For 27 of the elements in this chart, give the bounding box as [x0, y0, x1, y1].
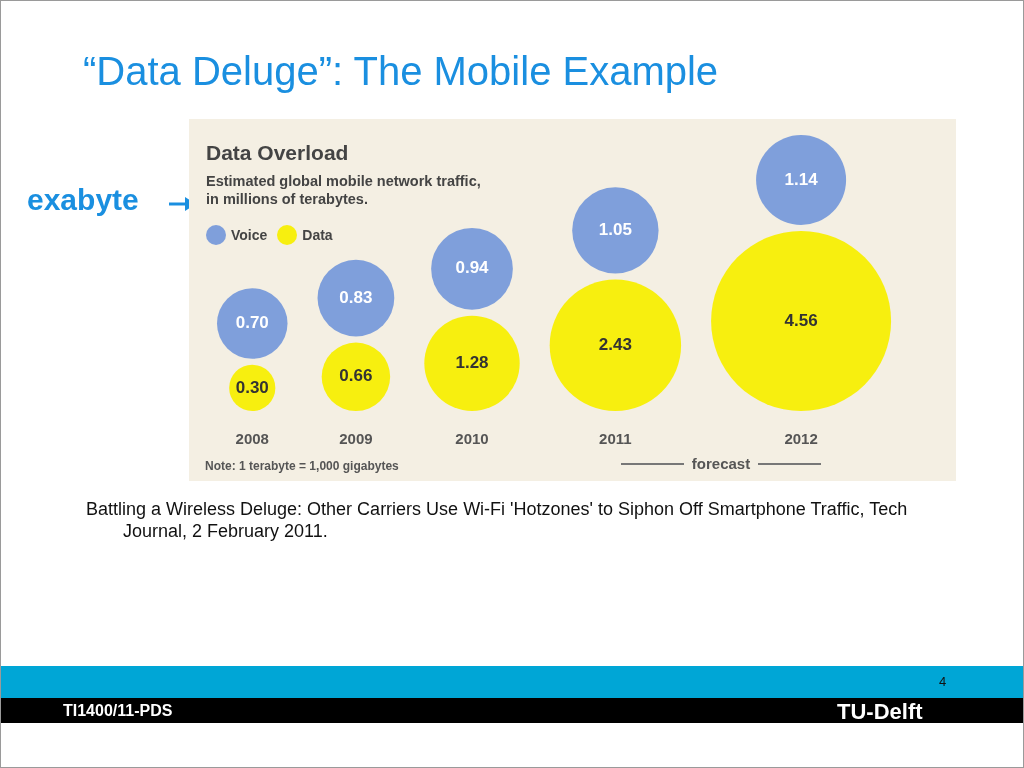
category-label: 2009: [339, 430, 373, 448]
text: TU-Delft: [837, 699, 923, 725]
text: Data Overload: [206, 141, 349, 165]
category-label: 2008: [235, 430, 269, 448]
data-label: 1.28: [455, 353, 489, 372]
text: “Data Deluge”: The Mobile Example: [83, 49, 719, 94]
text: 4: [939, 674, 947, 689]
data-label: 0.94: [455, 258, 490, 278]
data-label: 2.43: [598, 334, 632, 354]
data-label: 0.70: [235, 313, 269, 333]
category-label: 2010: [455, 430, 489, 448]
text: exabyte: [27, 183, 139, 217]
legend-label: Data: [302, 227, 333, 243]
data-label: 0.30: [235, 377, 269, 397]
text: forecast: [691, 455, 751, 472]
data-label: 0.66: [339, 366, 373, 386]
text: Estimated global mobile network traffic, in millions of terabytes.: [206, 172, 482, 208]
text: TI1400/11-PDS: [63, 702, 173, 720]
text: Note: 1 terabyte = 1,000 gigabytes: [205, 459, 399, 473]
category-label: 2011: [599, 430, 632, 448]
data-label: 1.14: [784, 169, 819, 189]
category-label: 2012: [784, 430, 818, 448]
legend-label: Voice: [231, 227, 268, 243]
data-label: 4.56: [784, 310, 818, 330]
data-label: 1.05: [598, 220, 632, 240]
text: Battling a Wireless Deluge: Other Carriers Use Wi-Fi 'Hotzones' to Siphon Off Smartphone Traffic, Tech Journal, 2 February 2011.: [86, 498, 909, 542]
data-label: 0.83: [339, 287, 373, 307]
